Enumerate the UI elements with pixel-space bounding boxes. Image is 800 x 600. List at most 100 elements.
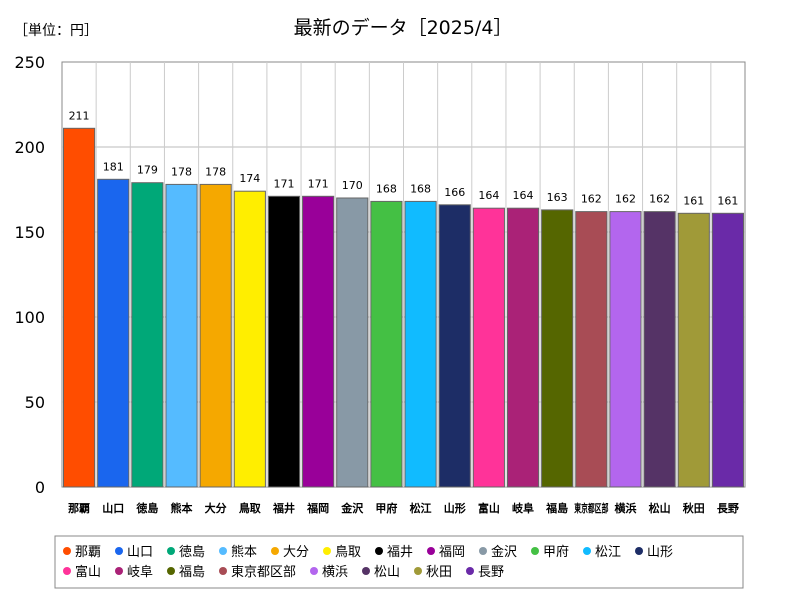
x-tick-label: 松江 bbox=[410, 501, 432, 515]
legend-entry: 那覇 bbox=[75, 545, 101, 560]
x-tick-label: 金沢 bbox=[340, 501, 364, 515]
data-label: 211 bbox=[69, 109, 90, 122]
data-label: 171 bbox=[273, 177, 294, 190]
bar bbox=[404, 200, 437, 488]
legend-entry: 松山 bbox=[374, 565, 400, 580]
y-tick-label: 150 bbox=[14, 223, 45, 242]
bar bbox=[643, 211, 676, 488]
data-label: 163 bbox=[547, 191, 568, 204]
legend-entry: 金沢 bbox=[491, 544, 517, 560]
legend-entry: 甲府 bbox=[543, 545, 569, 560]
legend-marker bbox=[362, 567, 370, 575]
data-labels: 211 181 179 178 178 174 171 171 170 168 168 166 164 1… bbox=[69, 109, 739, 207]
bar bbox=[63, 127, 96, 488]
gridlines bbox=[61, 61, 746, 488]
x-tick-label: 長野 bbox=[717, 502, 739, 515]
legend-entry: 大分 bbox=[283, 545, 309, 560]
x-tick-label: 那覇 bbox=[68, 502, 90, 515]
legend-entry: 東京都区部 bbox=[231, 564, 296, 580]
y-tick-label: 0 bbox=[35, 478, 45, 497]
bar bbox=[267, 195, 301, 488]
x-axis: 那覇 山口 徳島 熊本 大分 鳥取 福井 福岡 金沢 甲府 松江 山形 富山 岐阜 福島 東京都区部横浜 松山秋… bbox=[68, 501, 739, 515]
bar bbox=[541, 209, 574, 488]
data-label: 168 bbox=[376, 182, 397, 195]
legend-entry: 富山 bbox=[75, 564, 101, 580]
legend-entry: 福井 bbox=[387, 545, 413, 560]
x-tick-label: 岐阜 bbox=[512, 501, 534, 515]
legend-marker bbox=[63, 567, 71, 575]
bar bbox=[575, 211, 608, 488]
y-tick-label: 100 bbox=[14, 308, 45, 327]
x-tick-label: 福井 bbox=[272, 501, 295, 515]
bar bbox=[609, 211, 642, 488]
bar bbox=[97, 178, 130, 488]
legend-entry: 鳥取 bbox=[335, 545, 361, 560]
bar bbox=[506, 207, 540, 488]
data-label: 161 bbox=[683, 194, 704, 207]
legend-marker bbox=[271, 547, 279, 555]
legend-box bbox=[54, 535, 744, 589]
data-label: 162 bbox=[615, 193, 636, 206]
bar bbox=[677, 212, 710, 488]
chart-title: 最新のデータ［2025/4］ bbox=[294, 17, 513, 39]
legend-marker bbox=[63, 547, 71, 555]
data-label: 161 bbox=[717, 194, 738, 207]
legend-marker bbox=[219, 567, 227, 575]
bar bbox=[336, 197, 369, 488]
legend-marker bbox=[479, 547, 487, 555]
x-tick-label: 福島 bbox=[545, 501, 568, 515]
legend-marker bbox=[531, 547, 539, 555]
bar bbox=[370, 200, 403, 488]
x-tick-label: 熊本 bbox=[171, 501, 193, 515]
legend-marker bbox=[219, 547, 227, 555]
data-label: 164 bbox=[478, 189, 499, 202]
data-label: 171 bbox=[308, 177, 329, 190]
x-tick-label: 富山 bbox=[478, 501, 500, 515]
y-axis: 0 50 100 150 200 250 bbox=[14, 53, 45, 497]
legend-marker bbox=[635, 547, 643, 555]
legend-marker bbox=[310, 567, 318, 575]
data-label: 164 bbox=[513, 189, 534, 202]
bar bbox=[472, 207, 505, 488]
legend-entry: 松江 bbox=[595, 545, 621, 560]
legend-entry: 長野 bbox=[478, 565, 504, 580]
legend-marker bbox=[375, 547, 383, 555]
x-tick-label: 鳥取 bbox=[239, 501, 261, 515]
legend-marker bbox=[115, 567, 123, 575]
y-tick-label: 250 bbox=[14, 53, 45, 72]
data-label: 174 bbox=[239, 172, 260, 185]
legend-entry: 徳島 bbox=[179, 545, 205, 560]
bar bbox=[302, 195, 335, 488]
data-label: 166 bbox=[444, 186, 465, 199]
legend-marker bbox=[583, 547, 591, 555]
data-label: 178 bbox=[205, 165, 226, 178]
legend-entry: 秋田 bbox=[426, 565, 452, 580]
legend-marker bbox=[323, 547, 331, 555]
bars bbox=[63, 127, 744, 488]
data-label: 181 bbox=[103, 160, 124, 173]
data-label: 162 bbox=[581, 193, 602, 206]
legend-marker bbox=[115, 547, 123, 555]
legend-entry: 横浜 bbox=[322, 565, 348, 580]
data-label: 170 bbox=[342, 179, 363, 192]
unit-label: ［単位：円］ bbox=[14, 23, 98, 39]
legend-marker bbox=[414, 567, 422, 575]
x-tick-label: 松山 bbox=[649, 501, 671, 515]
x-tick-label: 福岡 bbox=[306, 501, 329, 515]
y-tick-label: 50 bbox=[25, 393, 45, 412]
bar bbox=[131, 182, 164, 488]
bar bbox=[199, 183, 232, 488]
x-tick-label: 横浜 bbox=[614, 501, 636, 515]
legend-marker bbox=[466, 567, 474, 575]
bar bbox=[711, 212, 744, 488]
bar bbox=[165, 183, 198, 488]
legend-entry: 福島 bbox=[179, 565, 205, 580]
y-tick-label: 200 bbox=[14, 138, 45, 157]
x-tick-label: 大分 bbox=[205, 501, 227, 515]
legend-marker bbox=[427, 547, 435, 555]
data-label: 179 bbox=[137, 164, 158, 177]
x-tick-label: 山口 bbox=[102, 501, 124, 515]
